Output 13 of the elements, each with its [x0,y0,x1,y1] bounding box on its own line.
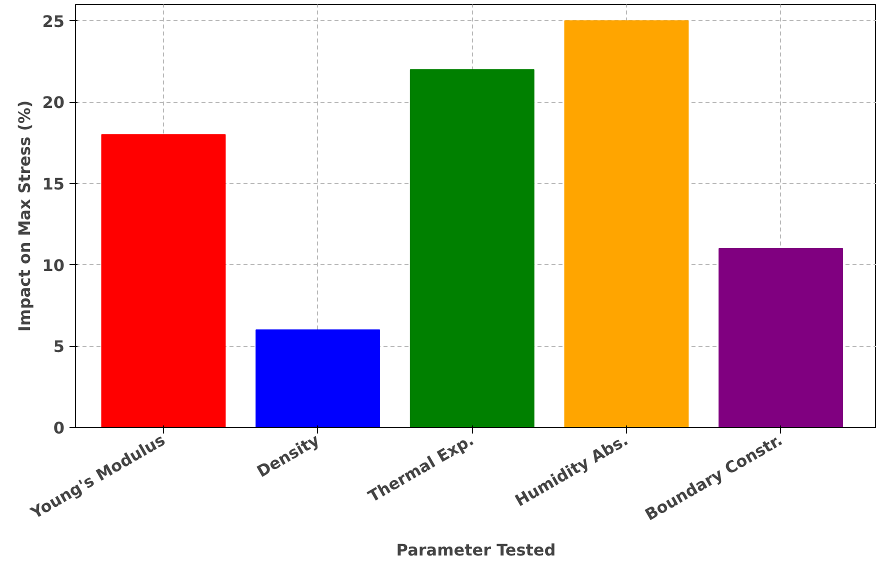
y-tick-label: 20 [42,93,64,112]
bar [410,69,534,428]
y-tick-label: 15 [42,174,64,194]
y-tick-label: 0 [53,418,65,438]
x-axis-title: Parameter Tested [396,540,556,560]
y-tick-label: 25 [42,12,64,31]
bar [564,20,689,428]
bar [101,134,226,428]
bar [256,329,380,428]
bar [718,248,844,428]
y-axis-title: Impact on Max Stress (%) [15,100,34,332]
y-tick-label: 10 [42,256,64,275]
y-tick-label: 5 [53,337,65,356]
